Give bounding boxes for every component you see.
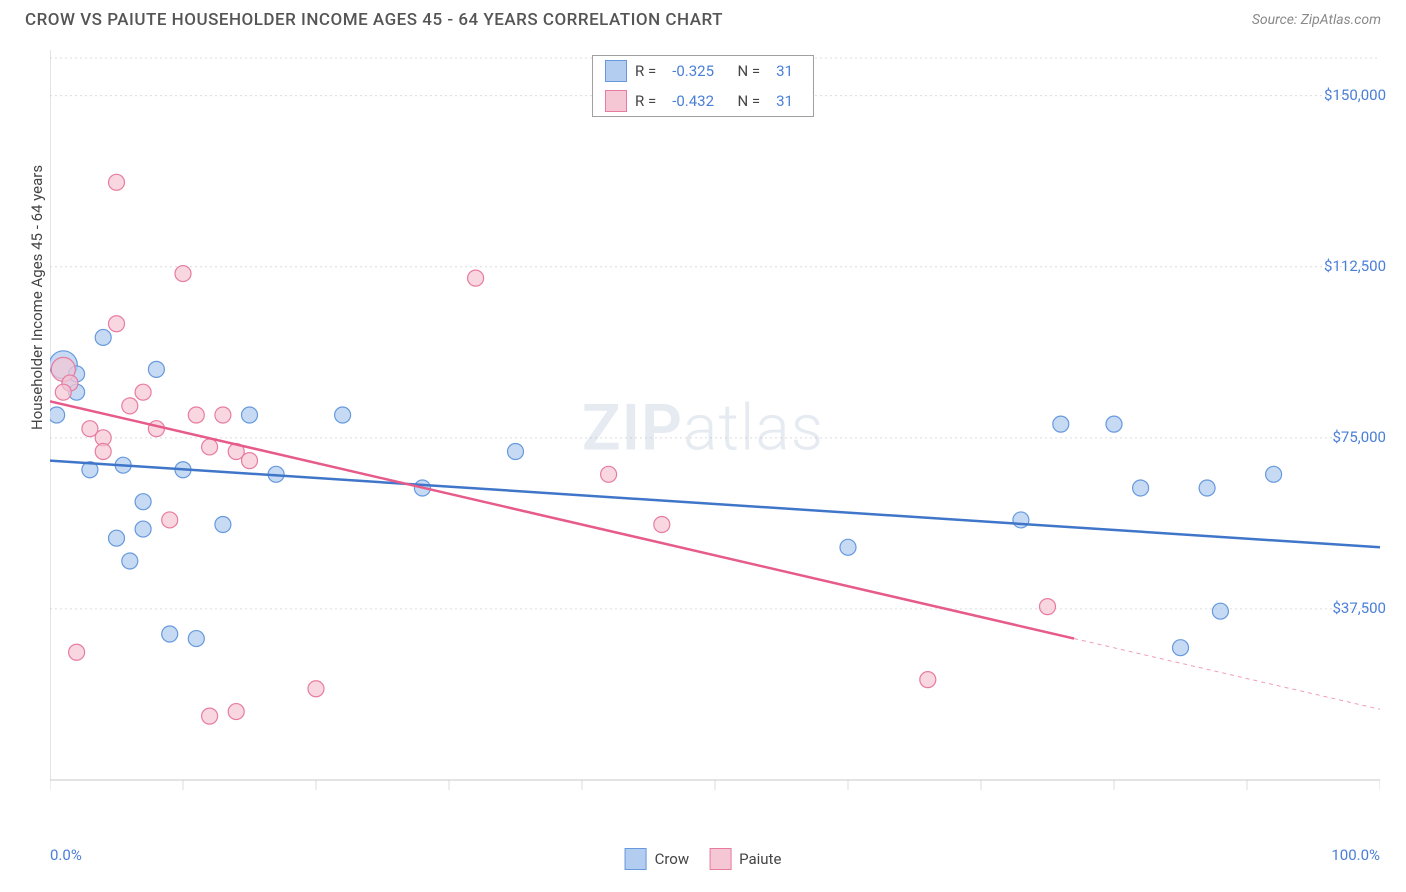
x-tick-min: 0.0%	[50, 846, 82, 864]
legend-n-value: 31	[776, 92, 793, 110]
legend-r-label: R =	[635, 92, 656, 110]
legend-swatch	[625, 848, 647, 870]
legend-r-value: -0.432	[672, 92, 714, 110]
legend-correlation-row: R = -0.432 N = 31	[593, 86, 813, 116]
legend-r-label: R =	[635, 62, 656, 80]
chart-plot-area	[50, 50, 1380, 810]
x-tick-max: 100.0%	[1331, 846, 1380, 864]
source-label: Source: ZipAtlas.com	[1252, 12, 1381, 28]
legend-correlation-row: R = -0.325 N = 31	[593, 56, 813, 86]
legend-series-label: Paiute	[739, 850, 781, 868]
y-axis-title: Householder Income Ages 45 - 64 years	[28, 165, 46, 430]
legend-series-label: Crow	[655, 850, 690, 868]
y-tick-label: $37,500	[1332, 599, 1386, 617]
legend-n-label: N =	[730, 92, 760, 110]
legend-swatch	[709, 848, 731, 870]
legend-series: Crow Paiute	[625, 848, 782, 870]
legend-n-value: 31	[776, 62, 793, 80]
legend-correlation: R = -0.325 N = 31 R = -0.432 N = 31	[592, 55, 814, 117]
y-tick-label: $112,500	[1324, 257, 1386, 275]
y-tick-label: $150,000	[1324, 86, 1386, 104]
legend-r-value: -0.325	[672, 62, 714, 80]
legend-swatch	[605, 90, 627, 112]
legend-series-item: Paiute	[709, 848, 781, 870]
chart-title: CROW VS PAIUTE HOUSEHOLDER INCOME AGES 4…	[25, 10, 723, 30]
legend-n-label: N =	[730, 62, 760, 80]
y-tick-label: $75,000	[1332, 428, 1386, 446]
legend-series-item: Crow	[625, 848, 690, 870]
legend-swatch	[605, 60, 627, 82]
scatter-chart-svg	[50, 50, 1380, 810]
